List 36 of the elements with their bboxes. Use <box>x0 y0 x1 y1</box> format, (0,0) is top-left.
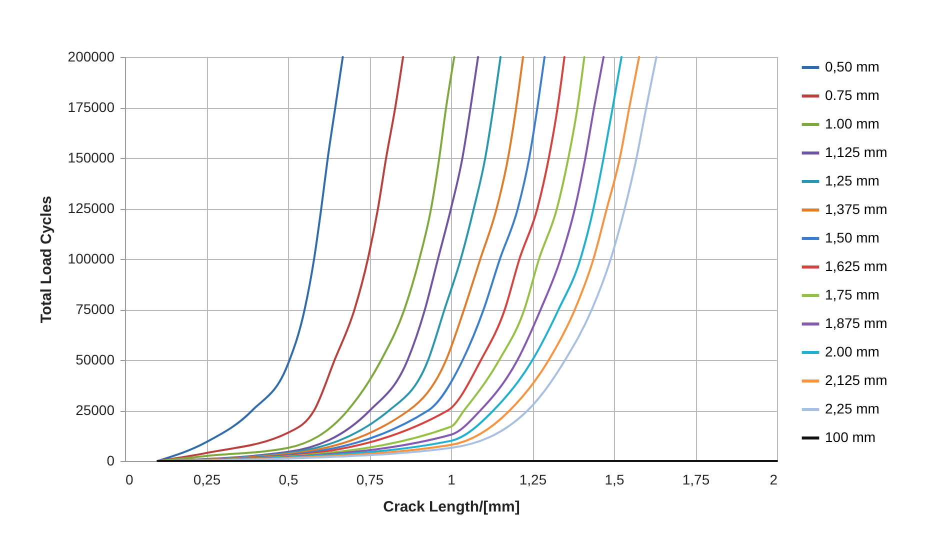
y-tick-label: 100000 <box>68 250 115 266</box>
x-tick-label: 0,25 <box>193 472 221 488</box>
y-tick-label: 0 <box>106 452 115 468</box>
legend-label: 0,50 mm <box>825 58 880 74</box>
y-axis-title: Total Load Cycles <box>38 196 55 324</box>
x-axis-title: Crack Length/[mm] <box>383 498 520 516</box>
y-tick-label: 175000 <box>68 99 115 115</box>
x-tick-label: 2 <box>770 472 778 488</box>
x-tick-label: 1,5 <box>604 472 624 488</box>
legend-label: 1,625 mm <box>825 258 888 274</box>
legend-label: 1,375 mm <box>825 201 888 217</box>
y-tick-label: 200000 <box>68 48 115 64</box>
y-tick-label: 50000 <box>76 352 115 368</box>
legend-label: 1,25 mm <box>825 172 880 188</box>
x-tick-label: 1,25 <box>519 472 547 488</box>
y-tick-label: 125000 <box>68 200 115 216</box>
line-series <box>156 56 404 462</box>
x-tick-label: 0,75 <box>356 472 384 488</box>
legend-label: 1.00 mm <box>825 116 880 132</box>
legend-label: 2,25 mm <box>825 400 880 416</box>
x-tick-label: 0 <box>126 472 134 488</box>
legend-label: 1,50 mm <box>825 230 880 246</box>
legend-label: 2,125 mm <box>825 372 888 388</box>
y-tick-label: 25000 <box>76 402 115 418</box>
legend-label: 0.75 mm <box>825 87 880 103</box>
legend-label: 1,875 mm <box>825 315 888 331</box>
x-tick-label: 0,5 <box>278 472 298 488</box>
legend-label: 100 mm <box>825 429 876 445</box>
legend-label: 1,75 mm <box>825 286 880 302</box>
y-tick-label: 75000 <box>76 301 115 317</box>
legend-label: 2.00 mm <box>825 344 880 360</box>
y-tick-label: 150000 <box>68 150 115 166</box>
x-tick-label: 1,75 <box>682 472 710 488</box>
line-series <box>156 56 344 462</box>
legend-label: 1,125 mm <box>825 144 888 160</box>
x-tick-label: 1 <box>448 472 456 488</box>
